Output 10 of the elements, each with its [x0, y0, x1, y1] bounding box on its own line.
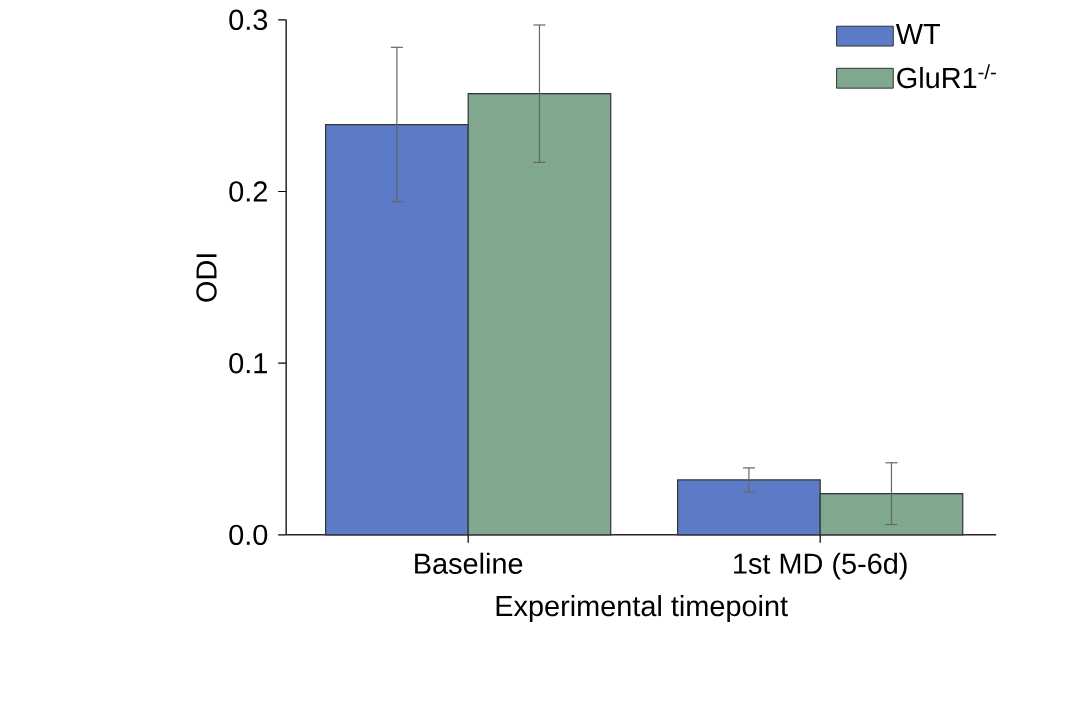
y-tick-label: 0.1 — [229, 352, 267, 374]
x-tick-label: Baseline — [415, 552, 523, 574]
x-axis-title: Experimental timepoint — [496, 595, 788, 622]
y-axis-title: ODI — [196, 254, 217, 302]
y-tick-label: 0.3 — [229, 9, 268, 31]
y-tick-label: 0.0 — [229, 524, 268, 546]
x-tick-label: 1st MD (5-6d) — [734, 552, 907, 580]
legend-label: GluR1$^{-/-}$ — [897, 64, 996, 89]
legend-label: WT — [895, 23, 941, 44]
y-tick-label: 0.2 — [229, 181, 267, 202]
